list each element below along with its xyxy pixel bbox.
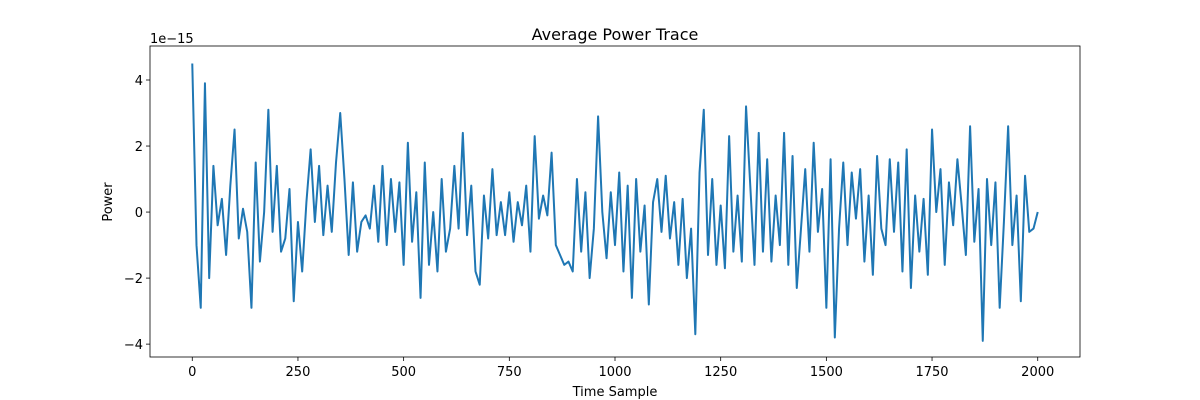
x-tick-label: 750 [497,365,522,380]
y-offset-label: 1e−15 [150,32,194,47]
y-tick-label: −4 [124,338,143,353]
x-tick-label: 500 [391,365,416,380]
y-tick-label: 2 [135,140,143,155]
y-tick-label: 4 [135,74,143,89]
plot-frame [149,45,1081,358]
y-axis-label: Power [101,182,116,222]
x-tick-label: 2000 [1021,365,1054,380]
data-line [191,63,1039,342]
x-tick-label: 1000 [598,365,631,380]
x-axis-label: Time Sample [572,385,658,400]
x-tick-label: 1500 [810,365,843,380]
x-tick-label: 1750 [915,365,948,380]
x-tick-label: 1250 [704,365,737,380]
y-tick-label: −2 [124,272,143,287]
x-tick-label: 0 [188,365,196,380]
chart-title: Average Power Trace [532,25,699,44]
y-tick-label: 0 [135,206,143,221]
x-tick-label: 250 [286,365,311,380]
